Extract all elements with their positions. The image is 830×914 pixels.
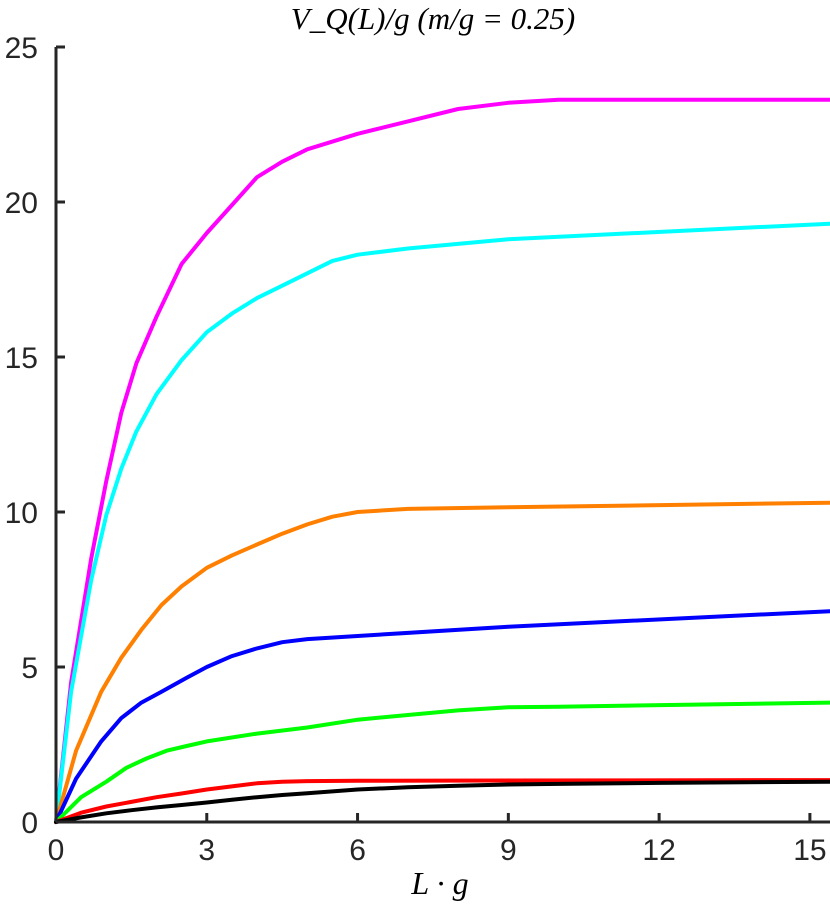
series-line-6 bbox=[54, 778, 830, 824]
y-tick-label: 5 bbox=[21, 652, 38, 685]
series-line-5 bbox=[54, 700, 830, 824]
y-tick-label: 0 bbox=[21, 807, 38, 840]
x-axis-label: L · g bbox=[410, 865, 468, 901]
series-line-3 bbox=[54, 500, 830, 824]
y-tick-label: 10 bbox=[5, 497, 38, 530]
series-line-1 bbox=[54, 97, 830, 824]
x-tick-label: 12 bbox=[642, 834, 675, 867]
y-tick-label: 20 bbox=[5, 187, 38, 220]
x-tick-label: 6 bbox=[349, 834, 366, 867]
x-tick-label: 15 bbox=[793, 834, 826, 867]
x-tick-label: 9 bbox=[500, 834, 517, 867]
chart-title: V_Q(L)/g (m/g = 0.25) bbox=[291, 1, 575, 36]
series-layer bbox=[54, 97, 830, 824]
series-line-2 bbox=[54, 221, 830, 824]
y-tick-label: 25 bbox=[5, 32, 38, 65]
x-tick-label: 3 bbox=[198, 834, 215, 867]
x-tick-label: 0 bbox=[48, 834, 65, 867]
axes-layer bbox=[54, 47, 830, 824]
series-line-4 bbox=[54, 609, 830, 824]
ticks-layer: 0 3 6 9 12 15 0 5 10 15 20 25 bbox=[5, 32, 827, 867]
y-tick-label: 15 bbox=[5, 342, 38, 375]
series-line-7 bbox=[54, 779, 830, 824]
